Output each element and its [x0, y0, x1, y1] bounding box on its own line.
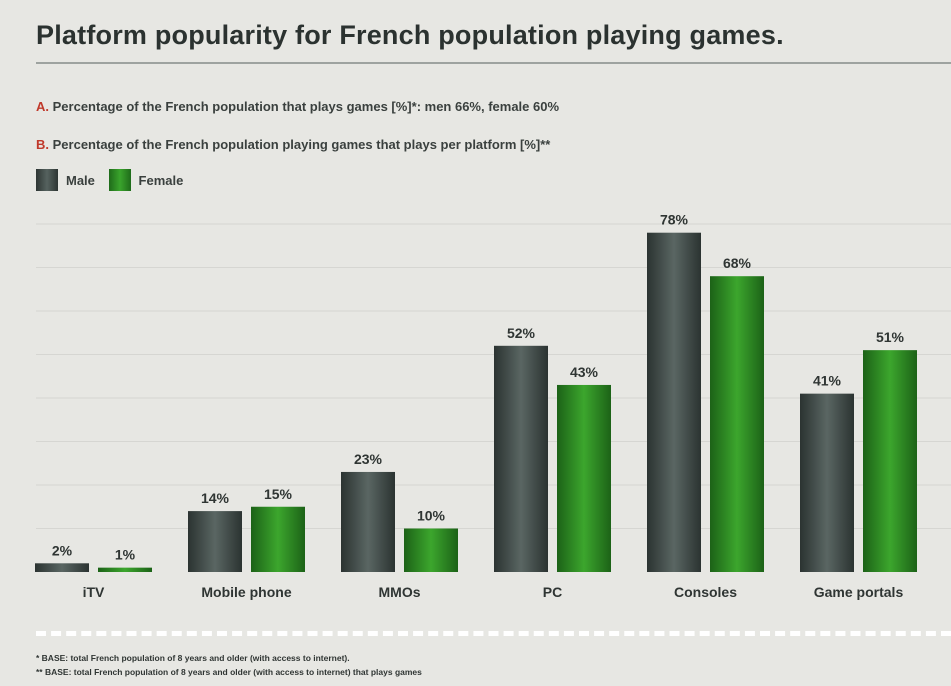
bar-female-itv [98, 567, 152, 572]
bar-male-consoles [647, 232, 701, 572]
legend-item-male: Male [36, 169, 95, 191]
bar-female-game-portals [863, 350, 917, 572]
category-labels: iTV Mobile phone MMOs PC Consoles Game portal… [83, 584, 904, 600]
bar-female-mmos [404, 528, 458, 572]
bar-male-mmos [341, 471, 395, 572]
bars [35, 232, 917, 572]
bar-male-mobile-phone [188, 511, 242, 572]
subtitle-b-text: Percentage of the French population play… [52, 137, 551, 152]
legend: Male Female [36, 169, 193, 194]
category-label: Mobile phone [201, 584, 291, 600]
category-label: PC [543, 584, 562, 600]
chart-title: Platform popularity for French populatio… [36, 20, 784, 50]
subtitle-a: A. Percentage of the French population t… [36, 99, 559, 114]
grid-lines [36, 223, 951, 529]
value-label: 78% [660, 212, 689, 228]
subtitle-b-letter: B. [36, 137, 49, 152]
value-label: 14% [201, 490, 230, 506]
category-label: iTV [83, 584, 105, 600]
value-labels: 2% 1% 14% 15% 23% 10% 52% 43% 78% 68% 41% 51% [52, 212, 905, 563]
value-label: 41% [813, 373, 842, 389]
subtitle-a-text: Percentage of the French population that… [52, 99, 560, 114]
bar-female-pc [557, 384, 611, 572]
value-label: 15% [264, 486, 293, 502]
bar-male-game-portals [800, 393, 854, 572]
value-label: 51% [876, 329, 905, 345]
title-divider [36, 62, 951, 64]
value-label: 2% [52, 542, 73, 558]
category-label: Game portals [814, 584, 904, 600]
value-label: 52% [507, 325, 536, 341]
bar-female-mobile-phone [251, 506, 305, 572]
category-label: MMOs [379, 584, 421, 600]
value-label: 68% [723, 255, 752, 271]
legend-swatch-female [108, 169, 131, 191]
footnote-2: ** BASE: total French population of 8 ye… [36, 667, 422, 677]
category-label: Consoles [674, 584, 737, 600]
value-label: 1% [115, 547, 136, 563]
bar-male-pc [494, 345, 548, 572]
legend-item-female: Female [108, 169, 184, 191]
value-label: 10% [417, 508, 446, 524]
legend-label-male: Male [66, 172, 95, 188]
subtitle-a-letter: A. [36, 99, 49, 114]
legend-swatch-male [36, 169, 58, 191]
value-label: 23% [354, 451, 383, 467]
value-label: 43% [570, 364, 599, 380]
bar-male-itv [35, 563, 89, 572]
footnote-1: * BASE: total French population of 8 yea… [36, 653, 350, 663]
footer-divider [36, 631, 951, 636]
bar-female-consoles [710, 276, 764, 572]
subtitle-b: B. Percentage of the French population p… [36, 137, 550, 152]
legend-label-female: Female [138, 172, 184, 188]
